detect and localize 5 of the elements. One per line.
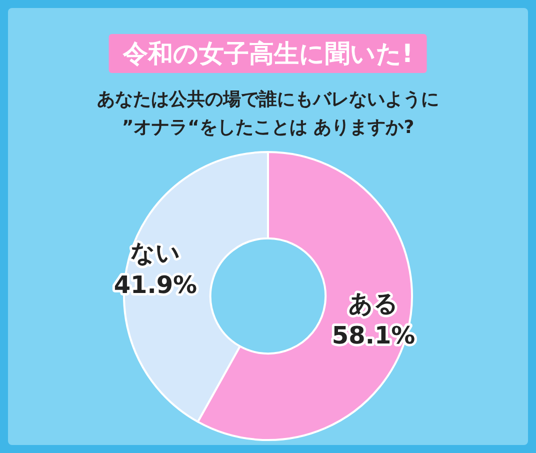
chart-subtitle: あなたは公共の場で誰にもバレないように ”オナラ“をしたことは ありますか? <box>96 88 440 140</box>
slice-label: ない <box>130 238 180 267</box>
chart-title: 令和の女子高生に聞いた! <box>108 34 428 73</box>
data-label: 41.9% <box>114 270 198 299</box>
slice-label: ある <box>348 290 399 318</box>
